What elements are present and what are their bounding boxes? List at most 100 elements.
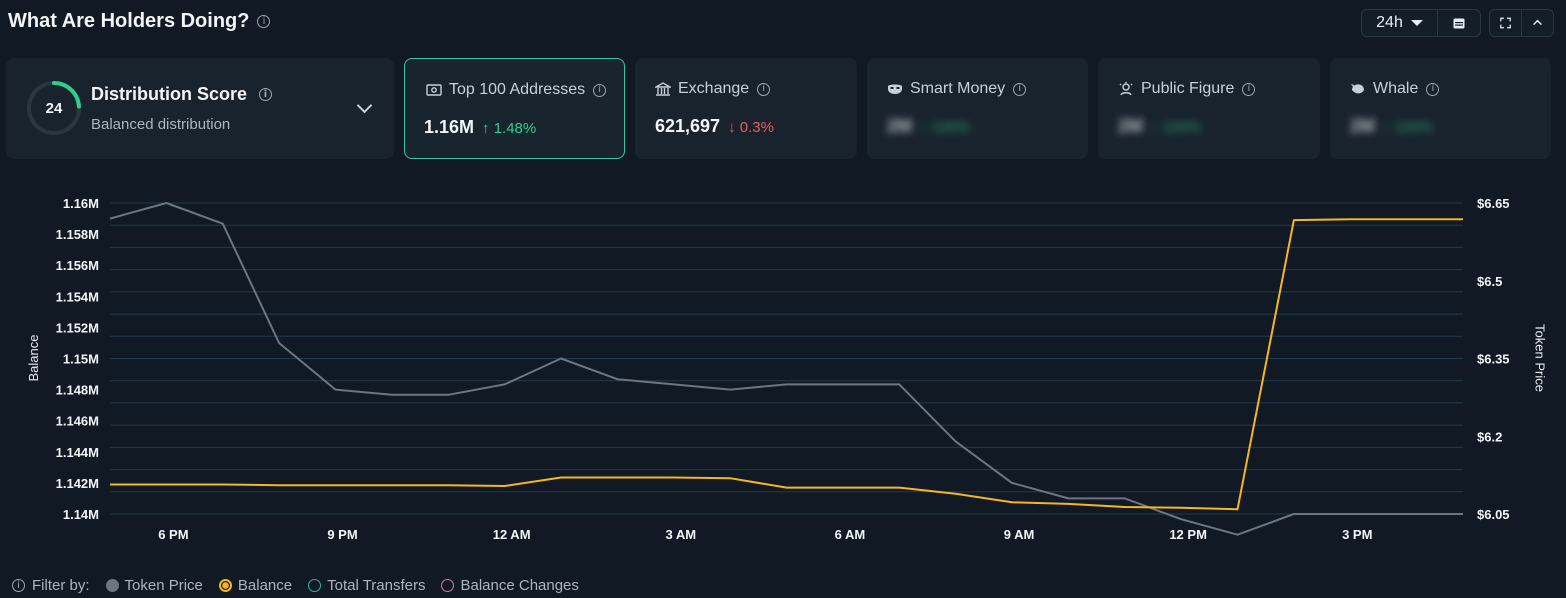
- info-icon[interactable]: i: [257, 15, 271, 28]
- card-whale[interactable]: Whale i 2M ↑ 100%: [1330, 58, 1551, 159]
- filter-label-text: Filter by:: [32, 577, 90, 594]
- card-label-row: Smart Money i: [887, 80, 1027, 98]
- card-value-row: 1.16M ↑ 1.48%: [424, 117, 536, 138]
- legend-label: Balance Changes: [460, 577, 579, 594]
- card-smart-money[interactable]: Smart Money i 2M ↑ 100%: [867, 58, 1088, 159]
- chart-legend: i Filter by: Token Price Balance Total T…: [12, 577, 579, 594]
- collapse-button[interactable]: [1521, 10, 1553, 36]
- card-value: 2M: [887, 116, 913, 136]
- card-value: 621,697: [655, 116, 721, 136]
- y-tick-label: 1.148M: [56, 383, 99, 398]
- x-tick-label: 3 AM: [665, 527, 696, 542]
- timeframe-select[interactable]: 24h: [1362, 10, 1437, 36]
- y-tick-label: 1.156M: [56, 258, 99, 273]
- card-label-row: Whale i: [1350, 80, 1440, 98]
- timeframe-group: 24h: [1361, 9, 1481, 37]
- x-tick-label: 6 AM: [835, 527, 866, 542]
- chevron-down-icon[interactable]: [356, 97, 373, 114]
- y2-tick-label: $6.35: [1477, 352, 1510, 367]
- timeframe-value: 24h: [1376, 14, 1403, 31]
- money-icon: [426, 84, 442, 96]
- y-tick-label: 1.154M: [56, 289, 99, 304]
- x-tick-label: 6 PM: [158, 527, 188, 542]
- info-icon[interactable]: i: [259, 88, 273, 101]
- card-change: ↑ 100%: [1383, 119, 1434, 136]
- info-icon[interactable]: i: [757, 82, 771, 96]
- card-change: ↓ 0.3%: [728, 119, 774, 136]
- card-label: Public Figure: [1141, 80, 1235, 97]
- y2-tick-label: $6.2: [1477, 429, 1502, 444]
- legend-balance-changes[interactable]: Balance Changes: [441, 577, 579, 594]
- y-tick-label: 1.142M: [56, 476, 99, 491]
- calendar-icon: [1453, 18, 1465, 29]
- card-label: Exchange: [678, 80, 750, 97]
- distribution-score-value: 24: [46, 100, 63, 117]
- fullscreen-button[interactable]: [1490, 10, 1521, 36]
- whale-icon: [1351, 84, 1364, 94]
- series-line-token-price: [109, 202, 1463, 536]
- y2-tick-label: $6.65: [1477, 196, 1510, 211]
- y-tick-label: 1.15M: [63, 352, 99, 367]
- card-value-row: 2M ↑ 100%: [1118, 116, 1201, 137]
- card-label-row: Top 100 Addresses i: [426, 81, 607, 99]
- legend-dot: [105, 579, 119, 592]
- x-tick-label: 12 PM: [1169, 527, 1207, 542]
- info-icon[interactable]: i: [1242, 82, 1256, 96]
- legend-total-transfers[interactable]: Total Transfers: [308, 577, 425, 594]
- person-icon: [1119, 82, 1133, 96]
- y-axis-title: Balance: [25, 334, 41, 382]
- calendar-button[interactable]: [1437, 10, 1480, 36]
- legend-label: Balance: [237, 577, 293, 594]
- card-top-100-addresses[interactable]: Top 100 Addresses i 1.16M ↑ 1.48%: [404, 58, 625, 159]
- info-icon[interactable]: i: [593, 83, 607, 97]
- info-icon[interactable]: i: [1426, 82, 1440, 96]
- card-change: ↑ 1.48%: [482, 120, 537, 137]
- mask-icon: [888, 84, 902, 94]
- x-tick-label: 9 PM: [327, 527, 357, 542]
- holders-chart: 1.14M 1.142M 1.144M 1.146M 1.148M 1.15M 1.152M…: [56, 196, 1510, 542]
- section-header: What Are Holders Doing? i: [8, 10, 271, 33]
- distribution-subtitle: Balanced distribution: [91, 116, 231, 133]
- legend-token-price[interactable]: Token Price: [105, 577, 203, 594]
- distribution-title: Distribution Score: [91, 84, 248, 104]
- series-line-balance: [110, 218, 1463, 511]
- view-group: [1489, 9, 1554, 37]
- caret-down-icon: [1410, 20, 1423, 26]
- card-value: 1.16M: [424, 117, 475, 137]
- card-label-row: Exchange i: [655, 80, 771, 98]
- y-tick-label: 1.152M: [56, 320, 99, 335]
- x-tick-label: 3 PM: [1342, 527, 1372, 542]
- card-label: Smart Money: [910, 80, 1006, 97]
- chevron-up-icon: [1533, 19, 1542, 26]
- legend-label: Token Price: [124, 577, 203, 594]
- card-value-row: 2M ↑ 100%: [1350, 116, 1433, 137]
- filter-label: i Filter by:: [12, 577, 90, 594]
- card-label: Whale: [1373, 80, 1419, 97]
- info-icon[interactable]: i: [12, 579, 25, 592]
- y-tick-label: 1.158M: [56, 227, 99, 242]
- card-value-row: 2M ↑ 100%: [887, 116, 970, 137]
- card-exchange[interactable]: Exchange i 621,697 ↓ 0.3%: [635, 58, 857, 159]
- y-tick-label: 1.14M: [63, 507, 99, 522]
- card-value: 2M: [1118, 116, 1144, 136]
- page-title: What Are Holders Doing?: [8, 10, 250, 32]
- card-change: ↑ 100%: [920, 119, 971, 136]
- y2-tick-label: $6.5: [1477, 274, 1502, 289]
- holder-cards: 24 Distribution Score i Balanced distrib…: [6, 58, 1551, 159]
- legend-dot: [308, 579, 322, 592]
- legend-label: Total Transfers: [327, 577, 426, 594]
- card-value-row: 621,697 ↓ 0.3%: [655, 116, 774, 137]
- fullscreen-icon: [1500, 17, 1511, 29]
- bank-icon: [655, 82, 671, 96]
- distribution-score-card[interactable]: 24 Distribution Score i Balanced distrib…: [6, 58, 394, 159]
- y-tick-label: 1.146M: [56, 414, 99, 429]
- distribution-gauge: 24: [27, 81, 81, 135]
- y-tick-label: 1.144M: [56, 445, 99, 460]
- distribution-title-row: Distribution Score i: [91, 84, 273, 105]
- info-icon[interactable]: i: [1013, 82, 1027, 96]
- card-value: 2M: [1350, 116, 1376, 136]
- chart-controls: 24h: [1361, 9, 1554, 37]
- card-public-figure[interactable]: Public Figure i 2M ↑ 100%: [1098, 58, 1320, 159]
- y2-tick-label: $6.05: [1477, 507, 1510, 522]
- legend-balance[interactable]: Balance: [218, 577, 293, 594]
